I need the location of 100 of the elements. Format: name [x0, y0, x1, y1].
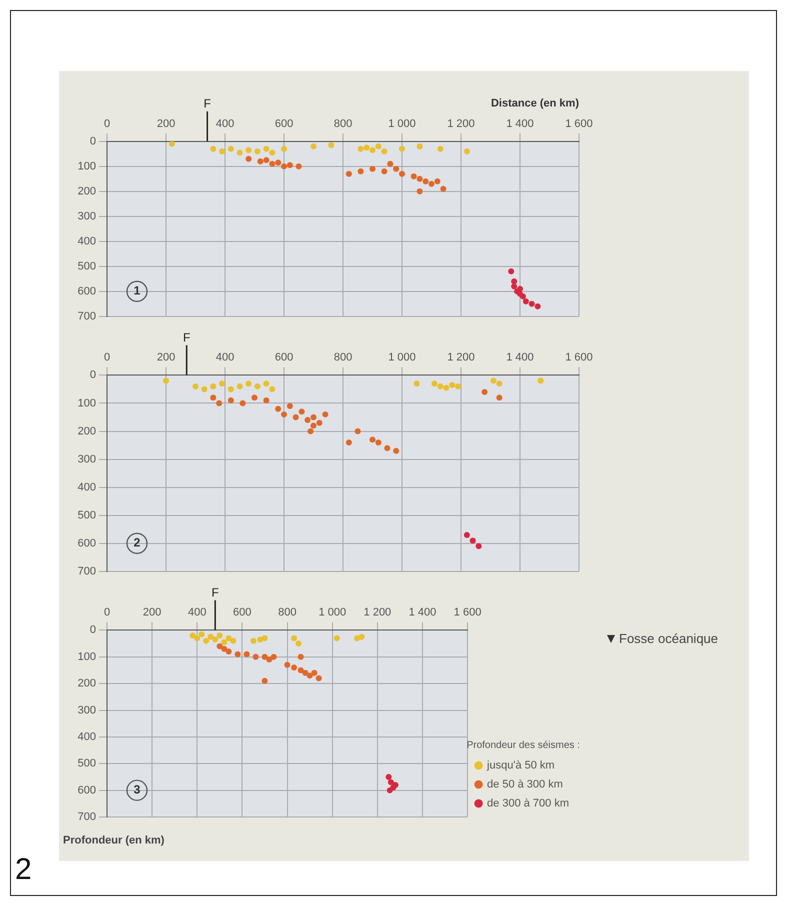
point — [370, 436, 376, 443]
x-tick-label: 600 — [274, 352, 294, 364]
point — [534, 303, 541, 310]
point — [437, 383, 444, 390]
point — [310, 143, 316, 150]
point — [221, 646, 228, 652]
y-tick-label: 0 — [90, 135, 96, 148]
point — [252, 394, 258, 401]
x-tick-label: 1 400 — [408, 606, 436, 619]
point — [304, 417, 311, 424]
y-tick-label: 300 — [78, 453, 96, 466]
point — [286, 403, 293, 410]
y-tick-label: 700 — [78, 310, 96, 322]
point — [334, 635, 340, 642]
point — [387, 160, 394, 167]
x-tick-label: 1 000 — [388, 118, 416, 130]
point — [381, 148, 388, 154]
point — [246, 147, 252, 154]
point — [236, 383, 243, 390]
annotation: 3 — [134, 782, 141, 797]
x-tick-label: 200 — [156, 352, 176, 364]
x-tick-label: 1 600 — [565, 118, 593, 130]
point — [263, 157, 270, 164]
x-tick-label: 1 000 — [318, 606, 346, 619]
point — [168, 141, 175, 147]
point — [490, 378, 496, 384]
point — [375, 439, 382, 446]
y-tick-label: 600 — [78, 784, 96, 796]
point — [216, 643, 223, 650]
point — [240, 400, 246, 406]
y-tick-label: 400 — [78, 730, 96, 743]
point — [416, 188, 423, 194]
point — [210, 383, 216, 390]
y-tick-label: 300 — [78, 704, 96, 716]
point — [281, 146, 287, 152]
y-tick-label: 600 — [78, 537, 96, 550]
point — [228, 397, 234, 404]
point — [266, 656, 272, 663]
point — [270, 654, 277, 660]
x-tick-label: 800 — [334, 118, 352, 130]
point — [346, 170, 352, 177]
point — [254, 383, 260, 390]
legend-title: Profondeur des séismes : — [466, 740, 580, 751]
point — [228, 146, 234, 152]
point — [522, 298, 529, 304]
point — [370, 147, 376, 154]
point — [252, 654, 259, 660]
x-tick-label: 1 200 — [364, 606, 392, 619]
x-tick-label: 200 — [142, 606, 162, 619]
point — [428, 180, 434, 187]
point — [192, 383, 198, 390]
point — [375, 143, 382, 150]
point — [257, 158, 264, 164]
y-tick-label: 100 — [78, 160, 96, 172]
annotation: 2 — [134, 536, 141, 550]
point — [302, 670, 308, 676]
x-tick-label: 800 — [334, 352, 352, 364]
point — [455, 383, 462, 390]
point — [298, 654, 304, 660]
point — [292, 414, 299, 420]
point — [346, 439, 352, 446]
point — [208, 634, 214, 640]
point — [296, 640, 302, 647]
point — [230, 638, 236, 644]
point — [216, 632, 223, 639]
point — [517, 286, 523, 292]
point — [201, 386, 208, 392]
point — [250, 638, 256, 644]
x-tick-label: 1 400 — [506, 352, 534, 364]
point — [354, 428, 361, 434]
point — [422, 178, 429, 184]
point — [384, 445, 390, 452]
point — [226, 635, 232, 642]
x-tick-label: 1 400 — [506, 118, 534, 130]
point — [216, 400, 222, 406]
point — [281, 411, 287, 418]
y-tick-label: 700 — [78, 811, 96, 824]
point — [434, 178, 440, 184]
point — [449, 382, 456, 388]
y-tick-label: 0 — [90, 624, 96, 636]
point — [262, 654, 268, 660]
point — [219, 380, 226, 387]
point — [263, 146, 270, 152]
point — [281, 163, 287, 170]
point — [511, 278, 518, 284]
point — [262, 678, 268, 684]
y-tick-label: 200 — [78, 185, 96, 198]
point — [464, 148, 470, 154]
x-tick-label: 400 — [188, 606, 206, 619]
point — [234, 651, 241, 658]
y-tick-label: 400 — [78, 481, 96, 494]
point — [263, 397, 270, 404]
point — [388, 779, 394, 786]
y-tick-label: 100 — [78, 650, 96, 663]
point — [221, 639, 228, 646]
annotation: 1 — [134, 284, 141, 298]
x-tick-label: 600 — [233, 606, 252, 619]
point — [416, 143, 423, 150]
point — [212, 636, 218, 643]
point — [443, 384, 450, 391]
